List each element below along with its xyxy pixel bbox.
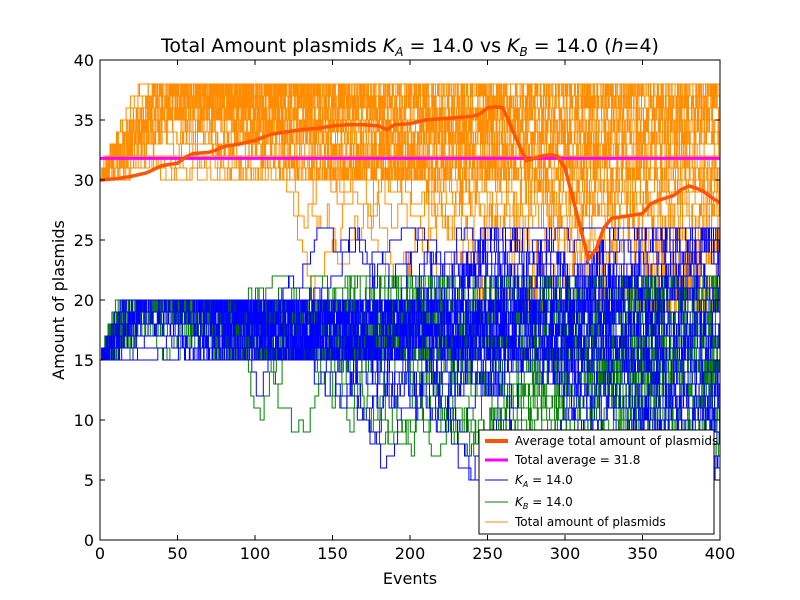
total-amount-run-line: [100, 95, 720, 301]
x-tick-label: 200: [395, 544, 426, 563]
average-total-line: [100, 105, 720, 264]
legend: Average total amount of plasmids Total a…: [478, 429, 718, 535]
x-tick-label: 0: [95, 544, 105, 563]
x-tick-label: 100: [240, 544, 271, 563]
legend-kb-label: KB = 14.0: [515, 495, 573, 511]
y-tick-label: 10: [74, 411, 94, 430]
chart-title: Total Amount plasmids KA = 14.0 vs KB = …: [160, 35, 659, 59]
ka-run-line: [100, 239, 720, 456]
x-axis-label: Events: [383, 569, 437, 588]
y-tick-label: 30: [74, 171, 94, 190]
x-tick-label: 400: [705, 544, 736, 563]
y-axis-label: Amount of plasmids: [49, 220, 68, 380]
axis-ticks: 0 50 100 150 200 250 300 350 400 0 5 10 15 20 25 30 35 40: [74, 51, 736, 563]
y-tick-label: 35: [74, 111, 94, 130]
ka-run-line: [100, 275, 720, 397]
y-tick-label: 20: [74, 291, 94, 310]
x-tick-label: 250: [472, 544, 503, 563]
y-tick-label: 25: [74, 231, 94, 250]
average-lines: [100, 105, 720, 264]
y-tick-label: 0: [84, 531, 94, 550]
legend-average-label: Average total amount of plasmids: [515, 434, 718, 448]
x-tick-label: 350: [627, 544, 658, 563]
x-tick-label: 300: [550, 544, 581, 563]
total-amount-run-line: [100, 83, 720, 193]
legend-total-label: Total amount of plasmids: [514, 515, 666, 529]
ka-run-line: [100, 251, 720, 373]
legend-box: [478, 429, 715, 535]
legend-ka-label: KA = 14.0: [515, 473, 573, 489]
x-tick-label: 50: [167, 544, 187, 563]
y-tick-label: 40: [74, 51, 94, 70]
x-tick-label: 150: [317, 544, 348, 563]
ka-lines: [100, 227, 720, 481]
ka-run-line: [100, 299, 720, 481]
total-amount-run-line: [100, 83, 720, 181]
y-tick-label: 15: [74, 351, 94, 370]
legend-total-average-label: Total average = 31.8: [514, 453, 640, 467]
y-tick-label: 5: [84, 471, 94, 490]
